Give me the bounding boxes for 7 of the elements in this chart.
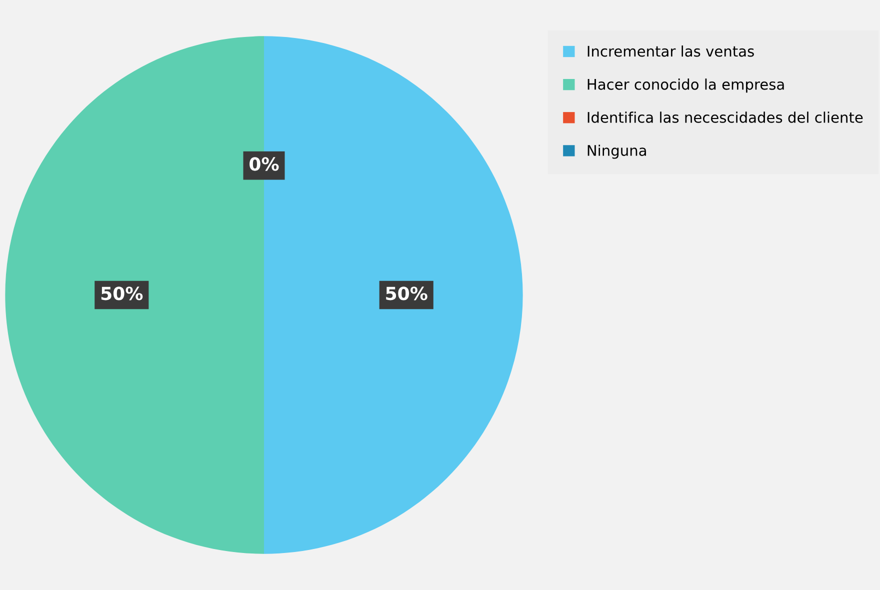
legend-label: Hacer conocido la empresa <box>588 78 784 93</box>
text: 0% <box>250 157 279 171</box>
data-label: 50% <box>386 286 428 300</box>
legend-label: Identifica las necescidades del cliente <box>588 112 863 123</box>
data-label: 50% <box>101 286 143 300</box>
legend-label: Incrementar las ventas <box>588 45 754 57</box>
legend-label: Ninguna <box>588 144 646 159</box>
